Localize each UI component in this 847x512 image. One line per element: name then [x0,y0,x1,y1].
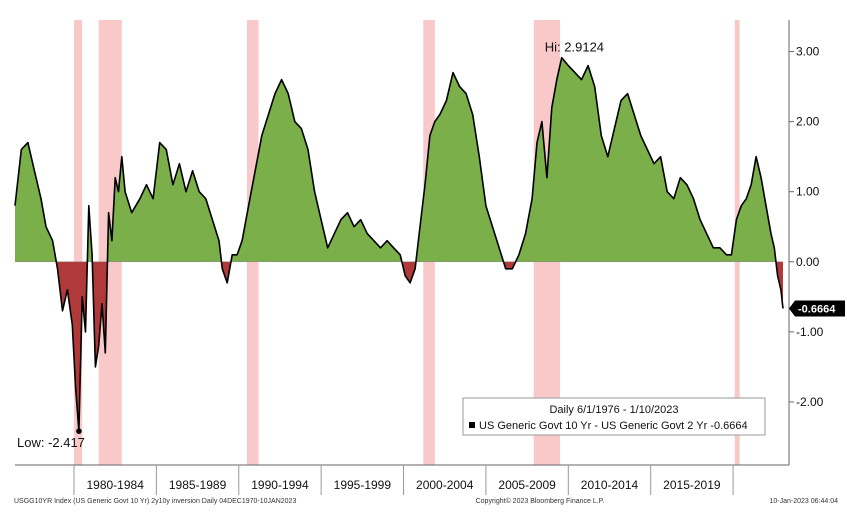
legend: Daily 6/1/1976 - 1/10/2023 US Generic Go… [462,397,766,436]
x-category-label: 2000-2004 [416,478,474,492]
low-marker [76,428,82,434]
y-axis: 3.00 2.00 1.00 0.00 -1.00 -2.00 [788,20,824,465]
high-annotation: Hi: 2.9124 [545,40,604,55]
legend-swatch [469,422,475,428]
footer: USGG10YR Index (US Generic Govt 10 Yr) 2… [14,497,838,505]
area-fills [15,57,783,432]
x-category-label: 2010-2014 [581,478,639,492]
annotations: Low: -2.417 Hi: 2.9124 [17,40,604,450]
y-tick-label: 3.00 [796,45,820,59]
legend-entry: US Generic Govt 10 Yr - US Generic Govt … [479,420,748,432]
y-tick-label: 2.00 [796,115,820,129]
positive-area [15,57,776,262]
recession-band-1 [73,20,83,465]
x-category-label: 2005-2009 [498,478,556,492]
x-category-label: 1995-1999 [334,478,392,492]
y-tick-label: 1.00 [796,185,820,199]
y-tick-label: -1.00 [796,325,824,339]
footer-source: USGG10YR Index (US Generic Govt 10 Yr) 2… [14,498,296,505]
x-category-label: 1985-1989 [169,478,227,492]
x-category-label: 1980-1984 [86,478,144,492]
last-value-tag: -0.6664 [789,300,845,317]
x-category-label: 2015-2019 [663,478,721,492]
legend-date-range: Daily 6/1/1976 - 1/10/2023 [549,404,678,416]
series-line [14,56,784,432]
x-axis: 1980-1984 1985-1989 1990-1994 1995-1999 2000… [15,464,789,495]
footer-timestamp: 10-Jan-2023 06:44:04 [770,498,839,505]
y-tick-label: -2.00 [796,395,824,409]
footer-copyright: Copyright© 2023 Bloomberg Finance L.P. [476,497,605,505]
last-value-label: -0.6664 [798,303,836,315]
low-annotation: Low: -2.417 [17,435,85,450]
y-tick-label: 0.00 [796,255,820,269]
x-category-label: 1990-1994 [251,478,309,492]
